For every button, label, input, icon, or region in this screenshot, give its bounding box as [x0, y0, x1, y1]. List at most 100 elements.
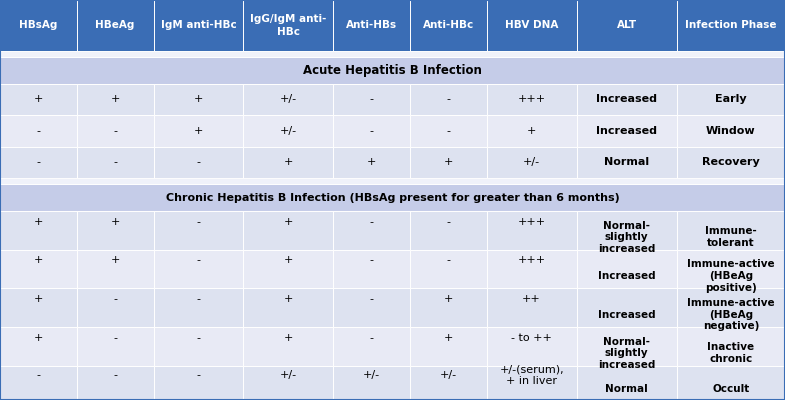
Text: +: +	[111, 94, 120, 104]
Text: +: +	[34, 256, 43, 266]
Text: -: -	[36, 157, 40, 167]
Text: +++: +++	[517, 94, 546, 104]
Text: Window: Window	[706, 126, 756, 136]
Bar	[154, 211, 243, 250]
Bar	[77, 0, 154, 51]
Bar	[0, 250, 77, 288]
Bar	[677, 115, 785, 146]
Bar	[0, 84, 77, 115]
Text: -: -	[36, 126, 40, 136]
Text: Normal-
slightly
increased: Normal- slightly increased	[598, 337, 655, 370]
Bar	[0, 366, 77, 400]
Text: +: +	[34, 333, 43, 343]
Text: +: +	[34, 217, 43, 227]
Bar	[243, 0, 333, 51]
Bar	[333, 115, 410, 146]
Text: +/-: +/-	[523, 157, 540, 167]
Bar	[487, 366, 576, 400]
Text: +/-: +/-	[279, 94, 297, 104]
Bar	[0, 115, 77, 146]
Bar	[333, 0, 410, 51]
Bar	[410, 250, 487, 288]
Bar	[77, 115, 154, 146]
Text: Early: Early	[715, 94, 747, 104]
Bar	[77, 366, 154, 400]
Text: Normal-
slightly
increased: Normal- slightly increased	[598, 221, 655, 254]
Bar	[154, 366, 243, 400]
Bar	[77, 146, 154, 178]
Text: Immune-
tolerant: Immune- tolerant	[705, 226, 757, 248]
Bar	[677, 327, 785, 366]
Text: -: -	[447, 94, 451, 104]
Bar	[154, 0, 243, 51]
Text: Immune-active
(HBeAg
negative): Immune-active (HBeAg negative)	[687, 298, 775, 331]
Bar	[0, 211, 77, 250]
Bar	[243, 366, 333, 400]
Text: +: +	[367, 157, 376, 167]
Text: Anti-HBc: Anti-HBc	[422, 20, 474, 30]
Bar	[487, 146, 576, 178]
Text: Normal: Normal	[604, 157, 649, 167]
Text: -: -	[196, 370, 200, 380]
Bar	[243, 211, 333, 250]
Bar	[487, 211, 576, 250]
Text: Increased: Increased	[598, 271, 655, 281]
Text: +: +	[283, 157, 293, 167]
Bar	[677, 288, 785, 327]
Bar	[576, 115, 677, 146]
Text: Occult: Occult	[712, 384, 750, 394]
Bar	[410, 115, 487, 146]
Text: +/-: +/-	[440, 370, 457, 380]
Bar	[677, 84, 785, 115]
Bar	[77, 288, 154, 327]
Bar	[333, 327, 410, 366]
Bar	[576, 211, 677, 250]
Bar	[576, 84, 677, 115]
Text: +: +	[111, 256, 120, 266]
Text: HBeAg: HBeAg	[96, 20, 135, 30]
Bar	[410, 84, 487, 115]
Bar	[410, 366, 487, 400]
Bar	[0, 178, 785, 184]
Bar	[0, 57, 785, 84]
Text: -: -	[370, 294, 374, 304]
Text: +: +	[34, 294, 43, 304]
Bar	[576, 327, 677, 366]
Bar	[677, 146, 785, 178]
Bar	[487, 250, 576, 288]
Text: +: +	[194, 94, 203, 104]
Text: Normal: Normal	[605, 384, 648, 394]
Bar	[0, 288, 77, 327]
Bar	[77, 250, 154, 288]
Text: +/-: +/-	[279, 370, 297, 380]
Bar	[0, 51, 785, 57]
Bar	[243, 115, 333, 146]
Text: -: -	[113, 157, 117, 167]
Bar	[333, 211, 410, 250]
Text: -: -	[113, 126, 117, 136]
Text: -: -	[370, 256, 374, 266]
Text: -: -	[370, 126, 374, 136]
Text: Chronic Hepatitis B Infection (HBsAg present for greater than 6 months): Chronic Hepatitis B Infection (HBsAg pre…	[166, 193, 619, 203]
Bar	[576, 288, 677, 327]
Bar	[333, 288, 410, 327]
Bar	[333, 366, 410, 400]
Bar	[677, 0, 785, 51]
Bar	[0, 327, 77, 366]
Bar	[243, 288, 333, 327]
Text: IgM anti-HBc: IgM anti-HBc	[161, 20, 236, 30]
Bar	[154, 250, 243, 288]
Text: -: -	[370, 94, 374, 104]
Bar	[576, 146, 677, 178]
Text: +: +	[283, 294, 293, 304]
Text: -: -	[113, 333, 117, 343]
Bar	[243, 250, 333, 288]
Bar	[410, 211, 487, 250]
Text: +/-(serum),
+ in liver: +/-(serum), + in liver	[499, 364, 564, 386]
Bar	[77, 211, 154, 250]
Text: -: -	[36, 370, 40, 380]
Bar	[576, 250, 677, 288]
Text: Recovery: Recovery	[702, 157, 760, 167]
Text: -: -	[370, 333, 374, 343]
Bar	[410, 146, 487, 178]
